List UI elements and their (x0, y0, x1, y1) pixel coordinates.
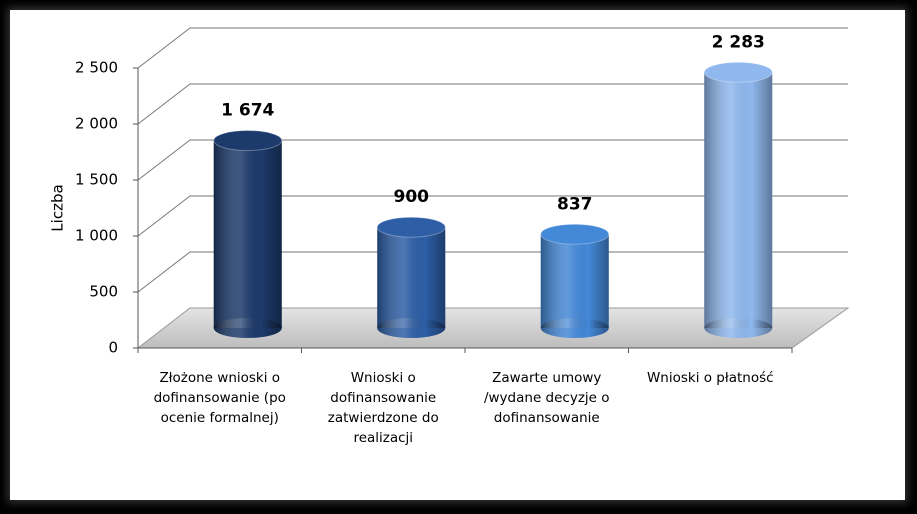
bar-top (540, 223, 610, 245)
bar-top (703, 61, 773, 83)
x-tick-label: Wnioski o dofinansowanie zatwierdzone do… (327, 370, 439, 446)
bar-shade (540, 234, 609, 328)
bar-top (376, 216, 446, 238)
y-tick-label: 500 (89, 283, 118, 301)
x-tick-label: Zawarte umowy /wydane decyzje o dofinans… (483, 370, 610, 426)
bar-top (213, 130, 283, 152)
y-tick-label: 1 500 (75, 171, 118, 189)
bar-shade (704, 72, 773, 328)
x-tick-label: Złożone wnioski o dofinansowanie (po oce… (153, 370, 286, 426)
y-axis-title: Liczba (49, 184, 67, 231)
value-label: 900 (394, 187, 430, 207)
bar-shade-bottom (540, 318, 609, 338)
value-label: 2 283 (712, 32, 765, 52)
bar-shade-bottom (704, 318, 773, 338)
grid-line (137, 195, 848, 237)
bar-shade (377, 227, 446, 328)
grid-line (137, 251, 848, 293)
grid-line (137, 27, 848, 69)
x-tick-label: Wnioski o płatność (646, 370, 774, 386)
y-tick-label: 0 (108, 339, 118, 357)
grid-line (137, 83, 848, 125)
y-tick-label: 1 000 (75, 227, 118, 245)
bar-shade-bottom (213, 318, 282, 338)
value-label: 837 (557, 194, 593, 214)
y-tick-label: 2 000 (75, 115, 118, 133)
bar-shade-bottom (377, 318, 446, 338)
grid-line (137, 139, 848, 181)
bar-shade (213, 140, 282, 328)
y-tick-label: 2 500 (75, 59, 118, 77)
value-label: 1 674 (221, 101, 274, 121)
